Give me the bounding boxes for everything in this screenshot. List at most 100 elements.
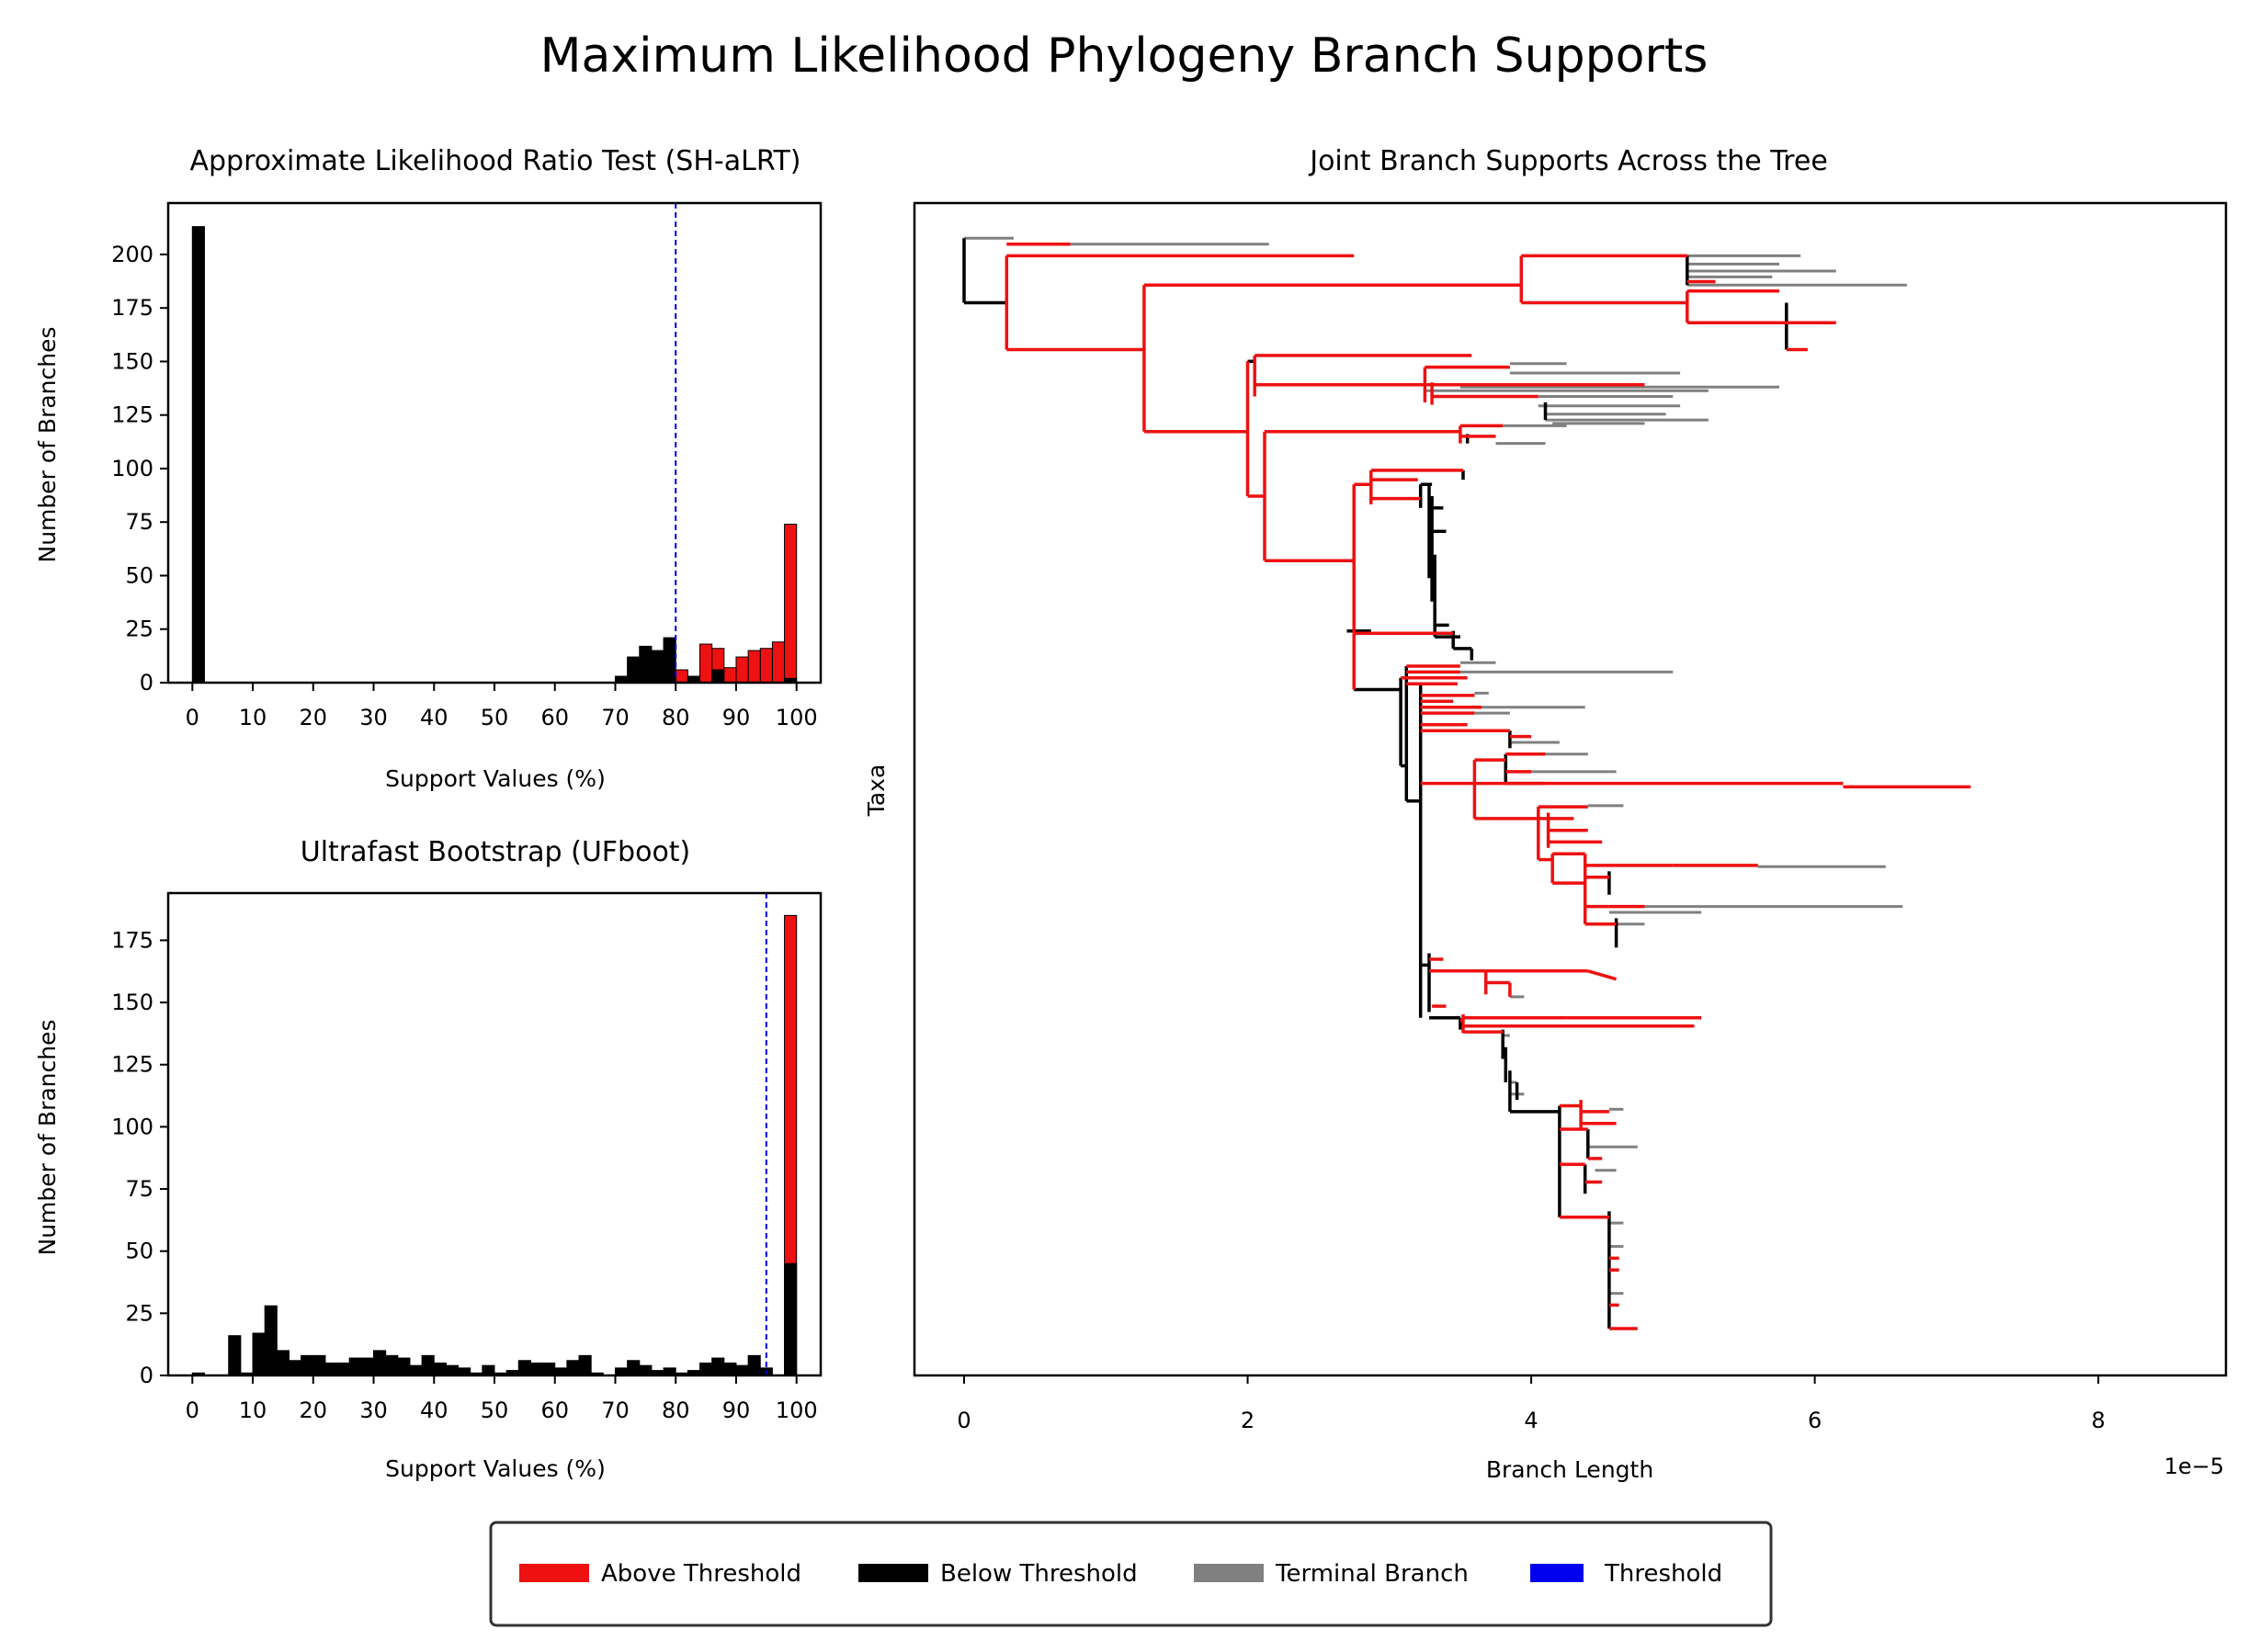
x-tick-label: 0 <box>957 1408 971 1433</box>
histogram-bar <box>288 1360 302 1376</box>
panel-shalrt-histogram: Approximate Likelihood Ratio Test (SH-aL… <box>34 145 823 792</box>
x-tick-label: 90 <box>722 705 751 730</box>
x-tick-label: 6 <box>1808 1408 1822 1433</box>
x-tick-label: 8 <box>2092 1408 2106 1433</box>
histogram-bar <box>264 1305 278 1376</box>
panel-title-shalrt: Approximate Likelihood Ratio Test (SH-aL… <box>189 145 800 177</box>
histogram-bar <box>651 650 664 684</box>
x-tick-label: 30 <box>359 1397 388 1423</box>
histogram-bar <box>699 643 713 684</box>
y-tick-label: 125 <box>111 402 153 428</box>
histogram-bar <box>711 1357 725 1376</box>
x-tick-label: 30 <box>359 705 388 730</box>
panel-title-tree: Joint Branch Supports Across the Tree <box>1308 145 1828 177</box>
histogram-bar <box>723 1362 737 1376</box>
plot-area-shalrt: 0 10 20 30 40 50 60 70 80 90 100 0 25 50 75 100 125 150 17… <box>111 201 823 730</box>
x-tick-label: 100 <box>776 1397 818 1423</box>
x-tick-label: 70 <box>601 1397 630 1423</box>
x-tick-label: 0 <box>186 705 199 730</box>
x-tick-label: 60 <box>540 1397 569 1423</box>
y-tick-label: 0 <box>140 670 153 696</box>
histogram-bar <box>747 650 761 684</box>
legend-label-above: Above Threshold <box>601 1560 801 1588</box>
x-tick-label: 90 <box>722 1397 751 1423</box>
histogram-bar <box>276 1350 290 1376</box>
y-tick-label: 100 <box>111 456 153 481</box>
legend-label-below: Below Threshold <box>940 1560 1138 1588</box>
histogram-bar <box>639 645 653 684</box>
x-axis-offset-label-tree: 1e−5 <box>2164 1454 2224 1479</box>
histogram-bar <box>711 669 725 684</box>
legend-frame <box>489 1521 1773 1627</box>
x-tick-label: 20 <box>300 1397 328 1423</box>
x-axis-label-shalrt: Support Values (%) <box>385 765 606 792</box>
axes-frame <box>913 201 2228 1377</box>
y-tick-label: 25 <box>125 617 153 642</box>
y-tick-label: 50 <box>125 562 153 588</box>
x-axis-label-ufboot: Support Values (%) <box>385 1455 606 1482</box>
histogram-bar <box>360 1357 375 1376</box>
histogram-bar <box>348 1357 362 1376</box>
histogram-bar <box>771 641 786 684</box>
histogram-bar <box>759 648 773 684</box>
histogram-bar <box>397 1357 411 1376</box>
histogram-bar <box>373 1350 387 1376</box>
y-axis-label-shalrt: Number of Branches <box>34 326 61 562</box>
x-tick-label: 10 <box>239 705 267 730</box>
histogram-bar <box>627 656 641 684</box>
y-tick-label: 75 <box>125 1176 153 1202</box>
y-tick-label: 125 <box>111 1052 153 1078</box>
histogram-bar <box>385 1354 399 1376</box>
figure-title: Maximum Likelihood Phylogeny Branch Supp… <box>540 28 1709 84</box>
x-tick-label: 60 <box>540 705 569 730</box>
y-tick-label: 150 <box>111 990 153 1015</box>
plot-area-tree: 0 2 4 6 8 <box>913 201 2228 1433</box>
y-tick-label: 75 <box>125 509 153 535</box>
y-tick-label: 200 <box>111 242 153 267</box>
legend-swatch-terminal <box>1194 1564 1264 1582</box>
x-tick-label: 80 <box>662 1397 690 1423</box>
x-tick-label: 80 <box>662 705 690 730</box>
histogram-bar <box>566 1360 580 1376</box>
x-tick-label: 100 <box>776 705 818 730</box>
plot-area-ufboot: 0 10 20 30 40 50 60 70 80 90 100 0 25 50 75 100 125 150 17… <box>111 891 823 1423</box>
histogram-bar <box>639 1364 653 1376</box>
x-tick-label: 10 <box>239 1397 267 1423</box>
histogram-bar <box>445 1364 460 1376</box>
y-tick-label: 175 <box>111 295 153 321</box>
legend-swatch-above <box>519 1564 589 1582</box>
histogram-bar <box>542 1362 556 1376</box>
x-tick-label: 20 <box>300 705 328 730</box>
histogram-bar <box>784 1262 798 1376</box>
histogram-bar <box>723 667 737 684</box>
legend-label-terminal: Terminal Branch <box>1275 1560 1469 1588</box>
histogram-bar <box>735 1364 749 1376</box>
y-tick-label: 150 <box>111 348 153 374</box>
x-tick-label: 0 <box>186 1397 199 1423</box>
histogram-bar <box>482 1364 495 1376</box>
panel-title-ufboot: Ultrafast Bootstrap (UFboot) <box>301 836 691 868</box>
x-tick-label: 40 <box>420 1397 448 1423</box>
legend-swatch-below <box>858 1564 928 1582</box>
legend: Above Threshold Below Threshold Terminal… <box>489 1521 1773 1627</box>
histogram-bar <box>324 1362 338 1376</box>
legend-swatch-threshold <box>1530 1564 1584 1582</box>
x-tick-label: 40 <box>420 705 448 730</box>
histogram-bar <box>747 1354 761 1376</box>
histogram-bar <box>578 1354 592 1376</box>
histogram-bar <box>421 1354 435 1376</box>
histogram-bar <box>191 226 205 684</box>
y-tick-label: 100 <box>111 1114 153 1139</box>
x-tick-label: 50 <box>481 705 509 730</box>
histogram-bar <box>409 1364 423 1376</box>
panel-tree: Joint Branch Supports Across the Tree 0 2… <box>863 145 2228 1483</box>
x-axis-label-tree: Branch Length <box>1486 1456 1653 1483</box>
histogram-bar <box>312 1354 326 1376</box>
y-tick-label: 50 <box>125 1239 153 1264</box>
x-tick-label: 70 <box>601 705 630 730</box>
tree-branch <box>1587 969 1618 981</box>
histogram-bar <box>784 524 798 684</box>
histogram-bar <box>228 1335 242 1376</box>
